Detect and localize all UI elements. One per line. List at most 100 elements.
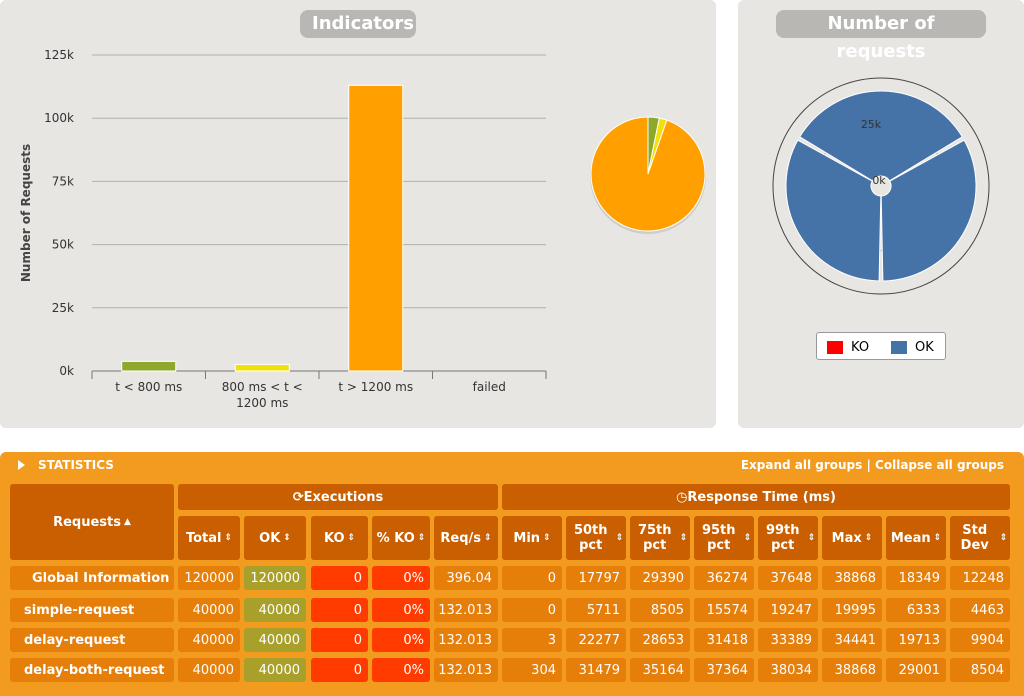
response-time-group-header: ◷ Response Time (ms) (502, 484, 1010, 510)
sort-icon: ⇕ (484, 533, 492, 543)
table-cell: 40000 (244, 658, 306, 682)
table-cell: 37648 (758, 566, 818, 590)
column-header-label: Req/s (440, 530, 482, 546)
sort-icon: ⇕ (679, 533, 688, 543)
column-header-ok[interactable]: OK ⇕ (244, 516, 306, 560)
column-header-label: Mean (890, 530, 931, 546)
table-cell: 35164 (630, 658, 690, 682)
table-cell: 0% (372, 598, 430, 622)
x-tick-label: 1200 ms (236, 396, 288, 410)
table-cell: 3 (502, 628, 562, 652)
table-row-name[interactable]: simple-request (10, 598, 174, 622)
table-cell: 22277 (566, 628, 626, 652)
radial-tick-label: 25k (861, 118, 882, 131)
column-header-max[interactable]: Max ⇕ (822, 516, 882, 560)
column-header-mean[interactable]: Mean ⇕ (886, 516, 946, 560)
table-cell: 5711 (566, 598, 626, 622)
column-header-95th-pct[interactable]: 95th pct ⇕ (694, 516, 754, 560)
sort-icon: ⇕ (999, 533, 1008, 543)
table-cell: 0 (502, 566, 562, 590)
sort-icon: ⇕ (615, 533, 624, 543)
column-header-50th-pct[interactable]: 50th pct ⇕ (566, 516, 626, 560)
column-header-75th-pct[interactable]: 75th pct ⇕ (630, 516, 690, 560)
column-header-label: 95th pct (701, 523, 736, 553)
table-cell: 40000 (244, 598, 306, 622)
table-cell: 8504 (950, 658, 1010, 682)
column-header--ko[interactable]: % KO ⇕ (372, 516, 430, 560)
column-header-req-s[interactable]: Req/s ⇕ (434, 516, 498, 560)
table-cell: 4463 (950, 598, 1010, 622)
table-cell: 8505 (630, 598, 690, 622)
table-row-name[interactable]: Global Information (10, 566, 174, 590)
table-cell: 38868 (822, 658, 882, 682)
table-cell: 0% (372, 628, 430, 652)
table-row-name[interactable]: delay-both-request (10, 658, 174, 682)
y-tick-label: 125k (44, 48, 74, 62)
column-header-std-dev[interactable]: Std Dev ⇕ (950, 516, 1010, 560)
legend-label-ko: KO (851, 339, 870, 355)
table-cell: 120000 (178, 566, 240, 590)
column-header-label: Std Dev (960, 523, 989, 553)
requests-polar-chart: 0k 25k (772, 77, 990, 295)
table-cell: 18349 (886, 566, 946, 590)
table-cell: 40000 (178, 658, 240, 682)
statistics-panel: STATISTICS Expand all groups | Collapse … (0, 452, 1024, 696)
table-cell: 132.013 (434, 628, 498, 652)
y-axis-label: Number of Requests (19, 144, 33, 282)
x-tick-label: t < 800 ms (115, 380, 182, 394)
y-tick-label: 75k (52, 174, 74, 188)
column-header-label: Min (513, 530, 541, 546)
collapse-all-groups-link[interactable]: Collapse all groups (875, 458, 1004, 472)
column-header-label: KO (323, 530, 345, 546)
table-cell: 40000 (178, 628, 240, 652)
sort-asc-icon: ▲ (123, 517, 131, 527)
sort-icon: ⇕ (417, 533, 426, 543)
table-cell: 132.013 (434, 598, 498, 622)
expand-arrow-icon[interactable] (18, 460, 25, 470)
sort-icon: ⇕ (933, 533, 942, 543)
expand-all-groups-link[interactable]: Expand all groups (740, 458, 863, 472)
requests-column-header[interactable]: Requests ▲ (10, 484, 174, 560)
legend-item-ok[interactable]: OK (891, 339, 934, 355)
indicators-bar-chart: 0k 25k 50k 75k 100k 125k Number of Requests t <… (19, 48, 706, 410)
y-tick-label: 25k (52, 301, 74, 315)
table-row-name[interactable]: delay-request (10, 628, 174, 652)
links-separator: | (862, 458, 876, 472)
statistics-header-bar[interactable]: STATISTICS Expand all groups | Collapse … (0, 452, 1024, 478)
sort-icon: ⇕ (224, 533, 233, 543)
sort-icon: ⇕ (807, 533, 816, 543)
table-cell: 0% (372, 566, 430, 590)
table-cell: 19995 (822, 598, 882, 622)
radial-tick-label: 0k (872, 174, 886, 187)
column-header-label: % KO (376, 530, 415, 546)
x-tick-label: 800 ms < t < (222, 380, 303, 394)
column-header-total[interactable]: Total ⇕ (178, 516, 240, 560)
y-tick-label: 100k (44, 111, 74, 125)
bar (121, 360, 177, 372)
table-cell: 132.013 (434, 658, 498, 682)
column-header-label: 50th pct (573, 523, 608, 553)
column-header-min[interactable]: Min ⇕ (502, 516, 562, 560)
table-cell: 36274 (694, 566, 754, 590)
requests-title: Number of requests (776, 10, 986, 62)
executions-icon: ⟳ (292, 489, 304, 505)
executions-label: Executions (303, 489, 384, 505)
sort-icon: ⇕ (347, 533, 356, 543)
executions-group-header: ⟳ Executions (178, 484, 498, 510)
legend-item-ko[interactable]: KO (827, 339, 869, 355)
y-tick-label: 50k (52, 238, 74, 252)
table-cell: 34441 (822, 628, 882, 652)
table-cell: 0 (311, 566, 368, 590)
legend-swatch-ko (827, 340, 843, 354)
table-cell: 29001 (886, 658, 946, 682)
pie-slice (590, 116, 706, 232)
column-header-99th-pct[interactable]: 99th pct ⇕ (758, 516, 818, 560)
table-cell: 31418 (694, 628, 754, 652)
table-cell: 38034 (758, 658, 818, 682)
table-cell: 0 (502, 598, 562, 622)
requests-panel: Number of requests 0k 25k KO OK (738, 0, 1024, 428)
table-cell: 0% (372, 658, 430, 682)
sort-icon: ⇕ (543, 533, 551, 543)
column-header-ko[interactable]: KO ⇕ (311, 516, 368, 560)
table-cell: 304 (502, 658, 562, 682)
